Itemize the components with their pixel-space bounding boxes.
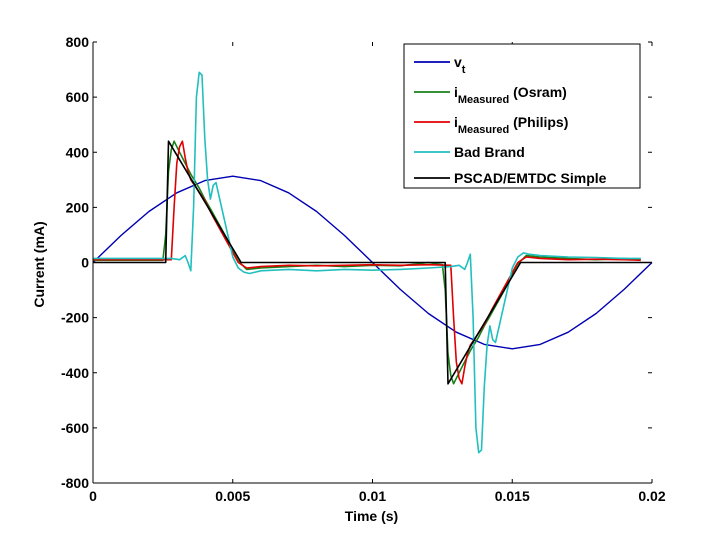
series-layer [92, 71, 653, 454]
x-tick-label: 0.015 [495, 488, 530, 504]
x-tick-label: 0.02 [638, 488, 665, 504]
x-axis-title: Time (s) [345, 508, 398, 524]
y-axis-title: Current (mA) [31, 221, 47, 307]
y-tick-label: 400 [66, 144, 90, 160]
x-tick-label: 0.01 [359, 488, 386, 504]
legend-label-0: vt [454, 54, 466, 76]
y-tick-label: -600 [61, 420, 89, 436]
legend-label-4: PSCAD/EMTDC Simple [454, 170, 607, 186]
y-tick-label: -800 [61, 475, 89, 491]
x-tick-label: 0 [89, 488, 97, 504]
legend-label-3: Bad Brand [454, 144, 525, 160]
y-tick-label: 200 [66, 199, 90, 215]
y-tick-label: 800 [66, 34, 90, 50]
legend-label-2: iMeasured (Philips) [454, 114, 568, 136]
y-tick-label: -400 [61, 365, 89, 381]
x-tick-label: 0.005 [215, 488, 250, 504]
legend-label-1: iMeasured (Osram) [454, 84, 567, 106]
series-line-4 [93, 140, 652, 385]
y-tick-label: 600 [66, 89, 90, 105]
legend-box [403, 43, 641, 189]
axes-layer: 0 0.005 0.01 0.015 0.02 -800 -600 -400 -200 0 200 4… [31, 34, 666, 524]
y-tick-label: -200 [61, 310, 89, 326]
legend: vt iMeasured (Osram) iMeasured (Philips) Ba… [403, 43, 641, 189]
series-line-3 [93, 71, 641, 454]
y-tick-label: 0 [81, 255, 89, 271]
